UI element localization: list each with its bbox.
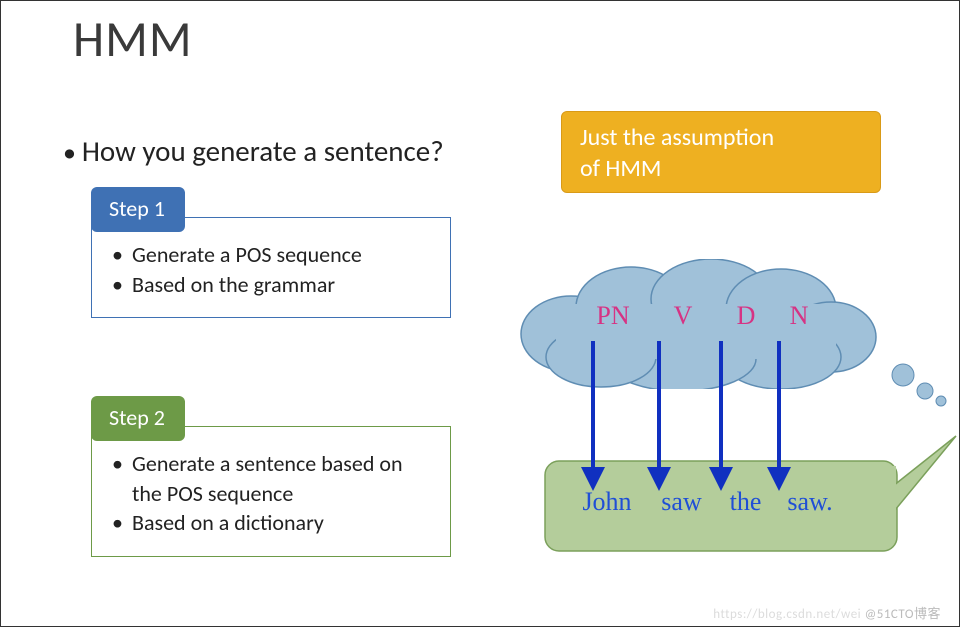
assumption-callout: Just the assumption of HMM — [561, 111, 881, 193]
word-3: saw. — [775, 487, 845, 517]
step-1-box: Step 1Generate a POS sequenceBased on th… — [91, 187, 451, 318]
arrows — [541, 341, 911, 501]
watermark-faint: https://blog.csdn.net/wei — [713, 607, 861, 622]
pos-tag-1: V — [649, 301, 717, 331]
step-2-item-0: Generate a sentence based on the POS seq… — [108, 449, 434, 508]
pos-tag-0: PN — [577, 301, 649, 331]
word-1: saw — [647, 487, 716, 517]
step-2-item-1: Based on a dictionary — [108, 508, 434, 538]
step-1-item-0: Generate a POS sequence — [108, 240, 434, 270]
watermark: https://blog.csdn.net/wei @51CTO博客 — [713, 603, 941, 622]
step-1-tab: Step 1 — [91, 187, 185, 232]
step-1-item-1: Based on the grammar — [108, 270, 434, 300]
step-1-body: Generate a POS sequenceBased on the gram… — [91, 217, 451, 318]
pos-tag-3: N — [775, 301, 823, 331]
step-2-body: Generate a sentence based on the POS seq… — [91, 426, 451, 557]
sentence-words: Johnsawthesaw. — [567, 487, 845, 517]
assumption-line1: Just the assumption — [580, 122, 862, 153]
word-2: the — [716, 487, 775, 517]
step-2-tab: Step 2 — [91, 396, 185, 441]
slide-title: HMM — [73, 9, 193, 70]
pos-tag-2: D — [717, 301, 775, 331]
step-2-box: Step 2 Generate a sentence based on the P… — [91, 396, 451, 557]
pos-sequence: PNVDN — [577, 301, 823, 331]
question-text: How you generate a sentence? — [63, 133, 444, 169]
assumption-line2: of HMM — [580, 153, 862, 184]
watermark-main: @51CTO博客 — [865, 607, 941, 622]
word-0: John — [567, 487, 647, 517]
